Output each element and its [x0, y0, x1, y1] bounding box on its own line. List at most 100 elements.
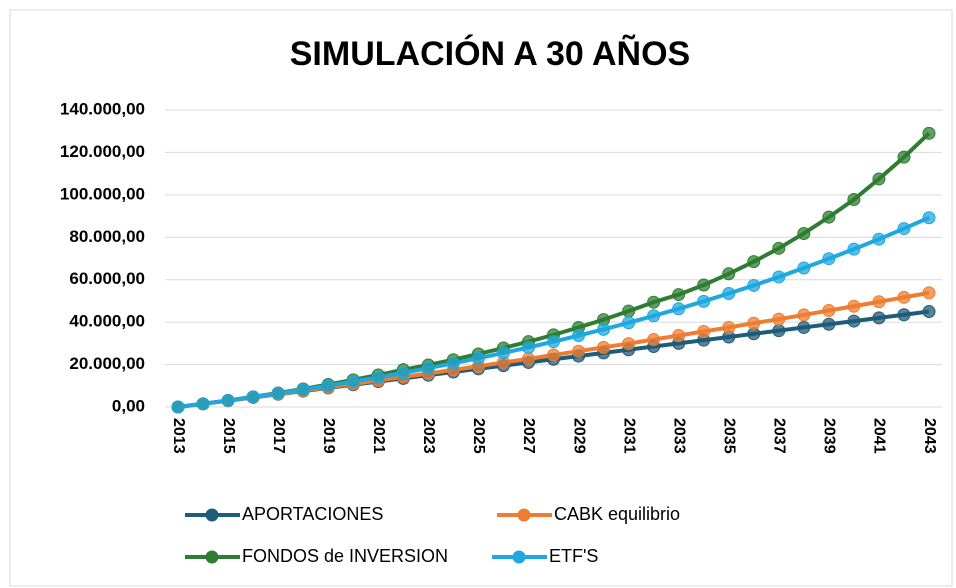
y-tick-label: 100.000,00: [60, 184, 145, 203]
chart-frame: [9, 9, 953, 587]
point: [672, 329, 686, 343]
point: [371, 370, 385, 384]
y-tick-label: 140.000,00: [60, 99, 145, 118]
point: [872, 232, 886, 246]
point: [421, 361, 435, 375]
legend-label: CABK equilibrio: [554, 504, 680, 524]
point: [847, 299, 861, 313]
legend-marker: [205, 550, 219, 564]
point: [246, 390, 260, 404]
point: [772, 324, 786, 338]
point: [346, 375, 360, 389]
point: [446, 356, 460, 370]
point: [221, 393, 235, 407]
point: [847, 242, 861, 256]
point: [196, 397, 210, 411]
x-tick-label: 2023: [420, 418, 437, 454]
point: [797, 320, 811, 334]
point: [622, 304, 636, 318]
point: [321, 379, 335, 393]
point: [722, 287, 736, 301]
point: [872, 311, 886, 325]
x-tick-label: 2027: [520, 418, 537, 454]
point: [647, 295, 661, 309]
y-tick-label: 0,00: [112, 396, 145, 415]
point: [797, 308, 811, 322]
point: [822, 303, 836, 317]
x-tick-label: 2037: [771, 418, 788, 454]
y-tick-label: 60.000,00: [69, 269, 145, 288]
point: [847, 193, 861, 207]
point: [897, 290, 911, 304]
x-tick-label: 2013: [170, 418, 187, 454]
point: [897, 150, 911, 164]
x-tick-label: 2017: [270, 418, 287, 454]
point: [772, 241, 786, 255]
x-tick-label: 2035: [720, 418, 737, 454]
point: [572, 344, 586, 358]
point: [597, 322, 611, 336]
y-tick-label: 80.000,00: [69, 227, 145, 246]
point: [622, 337, 636, 351]
point: [922, 286, 936, 300]
point: [547, 335, 560, 349]
point: [171, 400, 185, 414]
point: [647, 309, 661, 323]
chart-title: SIMULACIÓN A 30 AÑOS: [290, 35, 690, 73]
x-tick-label: 2019: [320, 418, 337, 454]
point: [496, 346, 510, 360]
legend-label: FONDOS de INVERSION: [242, 546, 448, 566]
point: [772, 312, 786, 326]
point: [572, 329, 586, 343]
point: [847, 314, 861, 328]
point: [872, 172, 886, 186]
point: [597, 340, 611, 354]
point: [747, 255, 761, 269]
point: [822, 252, 836, 266]
x-tick-label: 2043: [921, 418, 938, 454]
y-tick-label: 20.000,00: [69, 354, 145, 373]
point: [622, 316, 636, 330]
legend-marker: [517, 508, 531, 522]
point: [296, 383, 310, 397]
point: [922, 126, 936, 140]
point: [697, 324, 711, 338]
x-tick-label: 2029: [570, 418, 587, 454]
point: [697, 278, 711, 292]
point: [797, 226, 811, 240]
point: [872, 295, 886, 309]
point: [897, 308, 911, 322]
y-tick-label: 120.000,00: [60, 142, 145, 161]
y-tick-label: 40.000,00: [69, 312, 145, 331]
x-tick-label: 2041: [871, 418, 888, 454]
point: [271, 386, 285, 400]
point: [922, 305, 936, 319]
x-tick-label: 2039: [821, 418, 838, 454]
point: [672, 288, 686, 302]
point: [922, 211, 936, 225]
point: [747, 278, 761, 292]
point: [772, 270, 786, 284]
point: [521, 352, 535, 366]
point: [521, 340, 535, 354]
point: [797, 261, 811, 275]
x-tick-label: 2025: [470, 418, 487, 454]
point: [471, 351, 485, 365]
point: [647, 333, 661, 347]
point: [722, 267, 736, 281]
x-tick-label: 2031: [620, 418, 637, 454]
point: [722, 320, 736, 334]
point: [672, 302, 686, 316]
legend-marker: [205, 508, 219, 522]
legend-label: APORTACIONES: [242, 504, 383, 524]
point: [697, 294, 711, 308]
legend-marker: [512, 550, 526, 564]
point: [547, 348, 560, 362]
legend-label: ETF'S: [549, 546, 598, 566]
point: [897, 222, 911, 236]
x-tick-label: 2021: [370, 418, 387, 454]
point: [822, 317, 836, 331]
point: [396, 366, 410, 380]
x-tick-label: 2015: [220, 418, 237, 454]
